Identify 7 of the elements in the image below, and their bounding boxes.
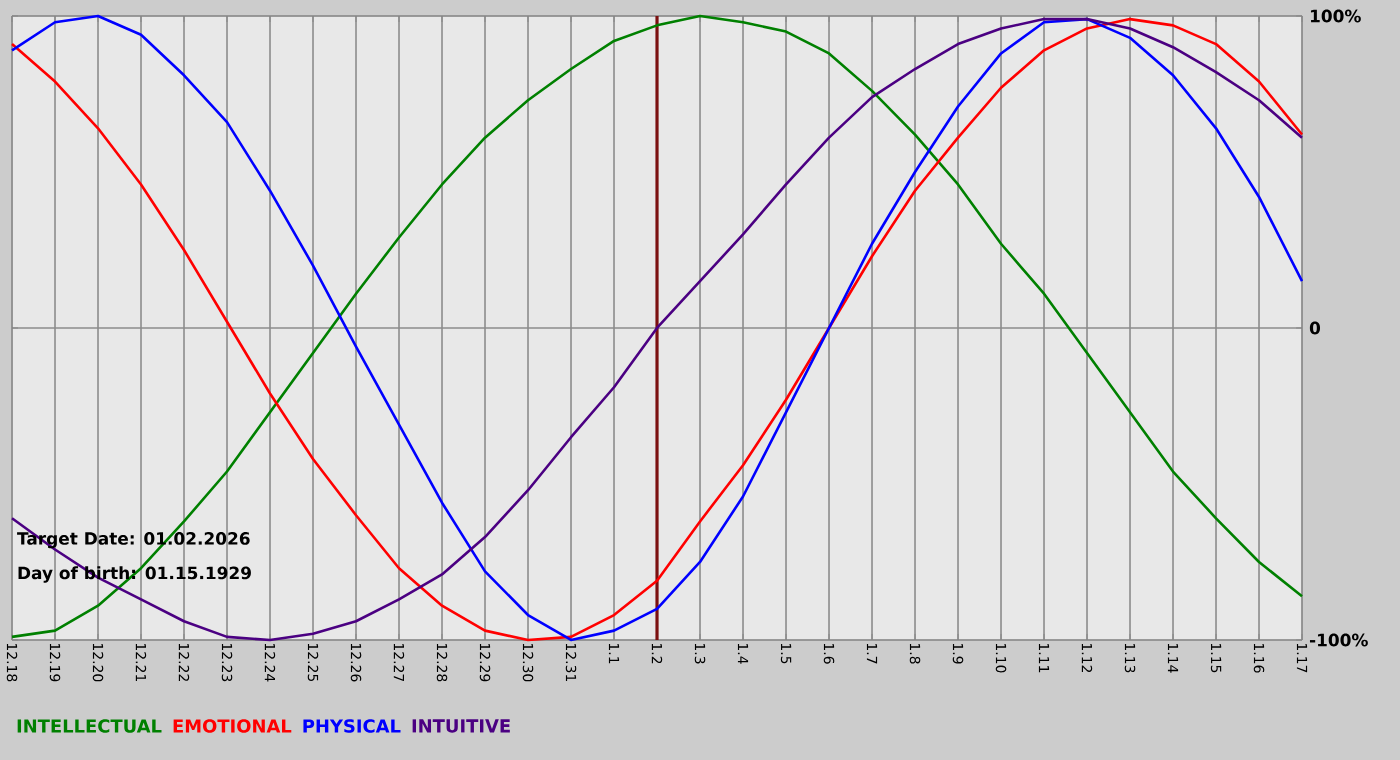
text: PHYSICAL bbox=[303, 719, 401, 733]
text: INTELLECTUAL bbox=[17, 719, 162, 733]
y-tick-label: 0 bbox=[1309, 321, 1321, 335]
y-tick-label: -100% bbox=[1309, 633, 1368, 647]
y-tick-label: 100% bbox=[1310, 9, 1361, 23]
text: EMOTIONAL bbox=[173, 719, 292, 733]
text: INTUITIVE bbox=[412, 719, 510, 733]
